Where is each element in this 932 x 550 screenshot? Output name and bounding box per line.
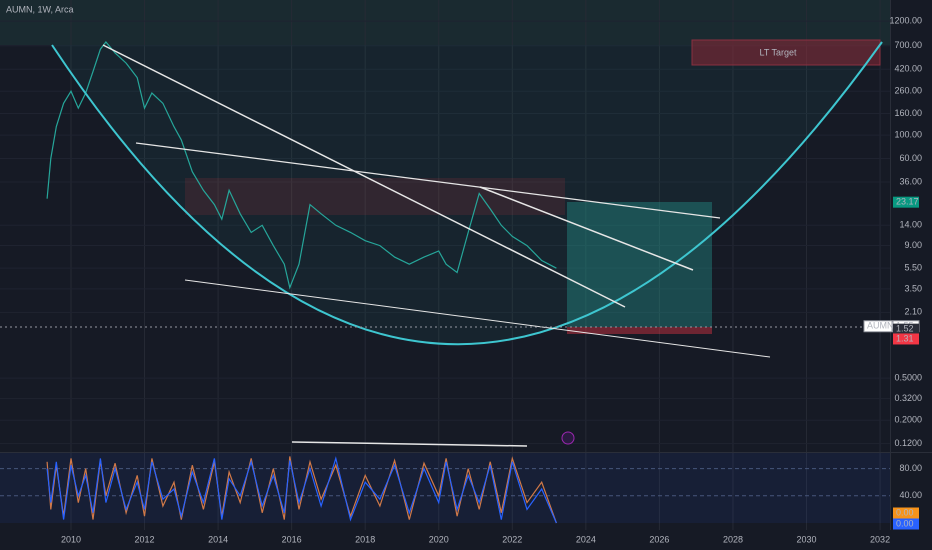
y-tick-label: 1200.00: [889, 15, 922, 25]
divergence-line: [291, 441, 528, 447]
parabola: [51, 41, 883, 346]
y-tick-label: 40.00: [899, 490, 922, 500]
grid: [0, 0, 890, 530]
x-tick-label: 2018: [355, 534, 375, 544]
x-tick-label: 2028: [723, 534, 743, 544]
x-tick-label: 2010: [61, 534, 81, 544]
price-marker: [893, 518, 919, 530]
x-tick-label: 2032: [870, 534, 890, 544]
symbol-tag: [863, 320, 893, 333]
symbol-title: AUMN, 1W, Arca: [6, 4, 74, 14]
x-tick-label: 2012: [135, 534, 155, 544]
price-marker-label: 23.17: [896, 197, 919, 207]
event-icon: [561, 431, 575, 445]
oscillator-panel: [0, 453, 890, 523]
y-tick-label: 700.00: [894, 40, 922, 50]
trend-line: [135, 142, 721, 219]
y-tick-label: 260.00: [894, 86, 922, 96]
axes: 2010 2012 2014 2016 2018 2020 2022 2024 2026 2028…: [61, 15, 922, 544]
x-tick-label: 2022: [502, 534, 522, 544]
resistance-zone: [185, 178, 565, 215]
price-marker-label: 1.31: [896, 333, 914, 343]
series-line: [46, 456, 557, 524]
y-tick-label: 100.00: [894, 129, 922, 139]
y-tick-label: 0.1200: [894, 438, 922, 448]
trend-line: [184, 279, 771, 358]
y-tick-label: 5.50: [904, 263, 922, 273]
price-marker: [893, 323, 919, 335]
curve-fill: [52, 42, 882, 345]
x-tick-label: 2014: [208, 534, 228, 544]
y-tick-label: 9.00: [904, 240, 922, 250]
x-tick-label: 2030: [797, 534, 817, 544]
x-tick-label: 2016: [282, 534, 302, 544]
price-marker: [893, 507, 919, 519]
x-tick-label: 2024: [576, 534, 596, 544]
price-marker: [893, 333, 919, 345]
top-band: [0, 0, 890, 45]
y-tick-label: 3.50: [904, 283, 922, 293]
target-box: [691, 39, 881, 66]
price-marker-label: 1.52: [896, 324, 914, 334]
target-zone: [567, 202, 712, 327]
y-tick-label: 80.00: [899, 463, 922, 473]
y-tick-label: 60.00: [899, 153, 922, 163]
symbol-tag-label: AUMN: [867, 321, 894, 331]
y-tick-label: 36.00: [899, 176, 922, 186]
y-tick-label: 0.2000: [894, 415, 922, 425]
y-tick-label: 0.5000: [894, 373, 922, 383]
trend-line: [479, 186, 694, 271]
series-line: [46, 41, 557, 290]
trend-line: [102, 44, 626, 308]
stop-zone: [567, 327, 712, 334]
plot: [46, 41, 557, 524]
y-tick-label: 0.3200: [894, 393, 922, 403]
y-tick-label: 160.00: [894, 108, 922, 118]
price-marker-label: 0.00: [896, 518, 914, 528]
y-tick-label: 2.10: [904, 307, 922, 317]
price-marker-label: 0.00: [896, 507, 914, 517]
y-tick-label: 420.00: [894, 64, 922, 74]
y-tick-label: 14.00: [899, 220, 922, 230]
price-marker: [893, 196, 919, 208]
target-label: LT Target: [759, 47, 797, 57]
x-tick-label: 2026: [649, 534, 669, 544]
x-tick-label: 2020: [429, 534, 449, 544]
